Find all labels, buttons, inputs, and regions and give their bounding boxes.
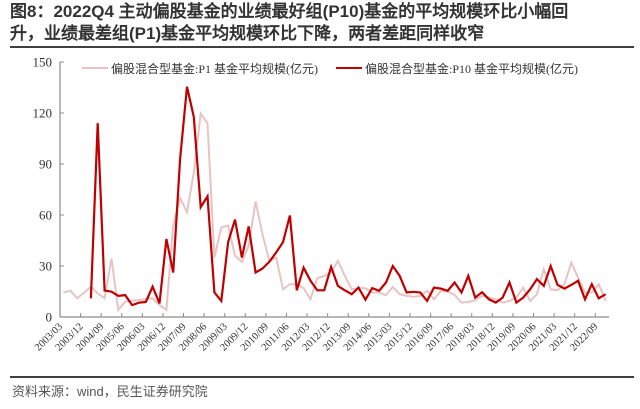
chart-title-line-2: 升，业绩最差组(P1)基金平均规模环比下降，两者差距同样收窄: [10, 24, 485, 43]
legend-swatch-p10-icon: [336, 67, 362, 69]
legend-swatch-p1-icon: [82, 67, 108, 69]
y-tick-label: 120: [33, 106, 53, 121]
y-tick-label: 60: [39, 208, 52, 223]
y-tick-label: 90: [39, 157, 52, 172]
series-line-p10: [89, 86, 607, 307]
legend-label-p1: 偏股混合型基金:P1 基金平均规模(亿元): [111, 61, 319, 76]
legend-item-p1: 偏股混合型基金:P1 基金平均规模(亿元): [82, 60, 318, 76]
legend-label-p10: 偏股混合型基金:P10 基金平均规模(亿元): [365, 61, 579, 76]
title-divider: [10, 46, 634, 48]
y-tick-label: 30: [39, 259, 52, 274]
source-divider: [10, 376, 634, 378]
y-tick-label: 150: [33, 55, 53, 70]
chart-title-line-1: 图8：2022Q4 主动偏股基金的业绩最好组(P10)基金的平均规模环比小幅回: [10, 2, 569, 21]
y-tick-label: 0: [46, 310, 53, 325]
source-note: 资料来源：wind，民生证券研究院: [12, 384, 208, 399]
legend-item-p10: 偏股混合型基金:P10 基金平均规模(亿元): [336, 60, 578, 76]
series-line-p1: [63, 110, 607, 313]
chart-title: 图8：2022Q4 主动偏股基金的业绩最好组(P10)基金的平均规模环比小幅回 …: [10, 1, 635, 45]
